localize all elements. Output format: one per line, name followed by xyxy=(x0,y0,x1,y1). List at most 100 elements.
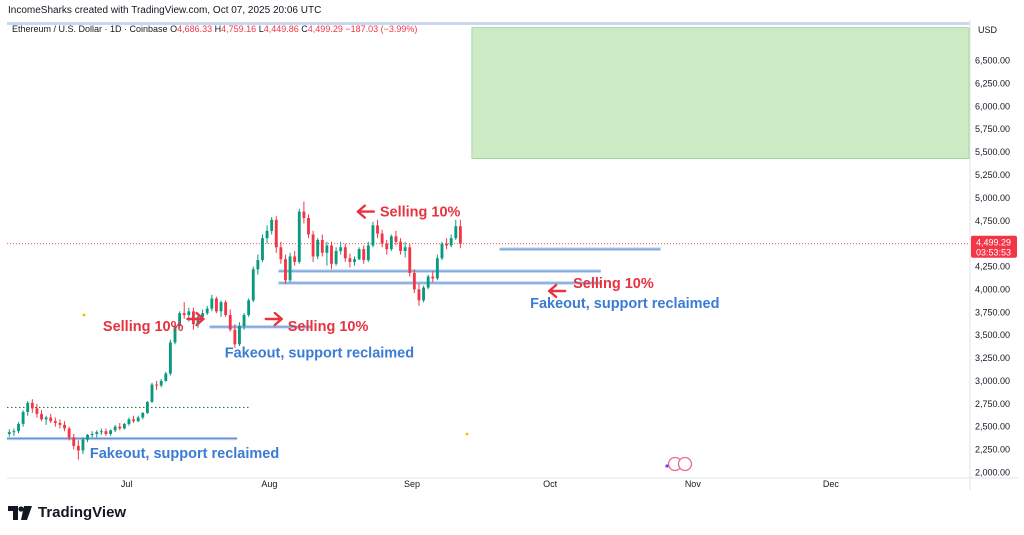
candle-body[interactable] xyxy=(168,342,172,374)
candle-body[interactable] xyxy=(53,421,57,424)
candle-body[interactable] xyxy=(293,256,297,262)
candle-body[interactable] xyxy=(40,413,43,420)
candle-body[interactable] xyxy=(417,289,421,301)
candle-body[interactable] xyxy=(325,245,329,253)
candle-body[interactable] xyxy=(224,302,228,316)
candle-body[interactable] xyxy=(343,247,347,259)
candle-body[interactable] xyxy=(76,445,80,451)
candle-body[interactable] xyxy=(256,260,260,270)
target-zone[interactable] xyxy=(471,27,970,159)
candle-body[interactable] xyxy=(422,287,425,301)
candle-body[interactable] xyxy=(412,272,416,290)
candle-body[interactable] xyxy=(26,402,30,413)
candle-body[interactable] xyxy=(316,239,320,257)
candle-body[interactable] xyxy=(17,423,20,432)
candle-body[interactable] xyxy=(49,417,53,422)
candle-body[interactable] xyxy=(219,302,223,312)
candle-body[interactable] xyxy=(357,249,361,260)
candle-body[interactable] xyxy=(445,243,449,246)
candle-body[interactable] xyxy=(150,384,154,402)
candle-body[interactable] xyxy=(215,298,218,312)
candle-body[interactable] xyxy=(205,308,209,314)
tradingview-logo[interactable]: TradingView xyxy=(8,504,126,521)
candle-body[interactable] xyxy=(435,258,439,279)
candle-body[interactable] xyxy=(99,431,103,433)
candle-body[interactable] xyxy=(228,315,232,330)
candle-body[interactable] xyxy=(454,226,458,239)
candle-body[interactable] xyxy=(440,243,444,259)
candle-body[interactable] xyxy=(141,412,145,418)
candle-body[interactable] xyxy=(7,432,11,434)
candle-body[interactable] xyxy=(35,408,39,414)
candle-body[interactable] xyxy=(233,329,237,345)
candle-body[interactable] xyxy=(86,434,89,440)
candle-body[interactable] xyxy=(178,313,182,326)
candle-body[interactable] xyxy=(348,258,352,262)
candle-body[interactable] xyxy=(201,313,205,317)
candle-body[interactable] xyxy=(12,431,16,433)
candle-body[interactable] xyxy=(371,225,375,246)
candle-body[interactable] xyxy=(132,419,136,422)
candle-body[interactable] xyxy=(458,226,462,244)
candle-body[interactable] xyxy=(431,276,435,279)
candle-body[interactable] xyxy=(67,428,71,438)
candle-body[interactable] xyxy=(330,245,333,264)
candle-body[interactable] xyxy=(182,313,186,316)
candle-body[interactable] xyxy=(307,218,310,235)
candle-body[interactable] xyxy=(58,423,62,425)
candle-body[interactable] xyxy=(187,311,191,316)
candle-body[interactable] xyxy=(173,326,177,343)
candle-body[interactable] xyxy=(21,412,25,424)
candle-body[interactable] xyxy=(90,433,94,435)
candle-body[interactable] xyxy=(389,236,393,250)
candle-body[interactable] xyxy=(109,430,112,434)
candle-body[interactable] xyxy=(191,311,195,325)
candle-body[interactable] xyxy=(320,239,324,253)
candle-body[interactable] xyxy=(95,432,99,434)
candle-body[interactable] xyxy=(251,269,255,301)
candle-body[interactable] xyxy=(353,259,356,262)
candle-body[interactable] xyxy=(261,238,264,261)
candle-body[interactable] xyxy=(449,238,453,246)
candle-body[interactable] xyxy=(408,247,412,273)
candle-body[interactable] xyxy=(274,219,278,248)
candle-body[interactable] xyxy=(122,423,126,429)
candle-body[interactable] xyxy=(145,401,149,413)
price-tag[interactable] xyxy=(971,235,1017,258)
event-icon[interactable] xyxy=(677,456,693,472)
candle-body[interactable] xyxy=(339,247,343,251)
candle-body[interactable] xyxy=(127,419,131,424)
candle-body[interactable] xyxy=(366,245,370,261)
candle-body[interactable] xyxy=(426,276,430,288)
symbol-name[interactable]: Ethereum / U.S. Dollar · 1D · Coinbase xyxy=(12,24,168,34)
candle-body[interactable] xyxy=(210,298,214,309)
candle-body[interactable] xyxy=(279,247,283,260)
chart-frame[interactable]: Selling 10% Selling 10% Selling 10% Selling… xyxy=(7,20,1018,490)
candle-body[interactable] xyxy=(155,384,159,386)
candle-body[interactable] xyxy=(297,211,301,262)
candle-body[interactable] xyxy=(113,426,117,431)
candle-body[interactable] xyxy=(288,256,292,281)
candle-body[interactable] xyxy=(136,417,140,422)
candle-body[interactable] xyxy=(81,439,85,451)
candle-body[interactable] xyxy=(362,249,366,261)
candle-body[interactable] xyxy=(403,247,407,251)
candle-body[interactable] xyxy=(334,250,338,264)
candle-body[interactable] xyxy=(385,243,389,250)
candle-body[interactable] xyxy=(63,424,66,429)
candle-body[interactable] xyxy=(399,241,402,251)
candle-body[interactable] xyxy=(376,225,379,234)
candle-body[interactable] xyxy=(270,219,274,231)
candle-body[interactable] xyxy=(302,211,306,219)
candle-body[interactable] xyxy=(159,380,163,386)
candle-body[interactable] xyxy=(311,234,315,257)
candle-body[interactable] xyxy=(118,426,122,429)
candle-body[interactable] xyxy=(247,300,251,316)
candle-body[interactable] xyxy=(242,315,246,326)
candle-body[interactable] xyxy=(164,373,168,381)
candle-body[interactable] xyxy=(196,316,200,325)
candle-body[interactable] xyxy=(380,233,384,244)
candle-body[interactable] xyxy=(44,417,48,420)
candle-body[interactable] xyxy=(104,431,108,434)
currency-label[interactable]: USD xyxy=(978,25,998,35)
